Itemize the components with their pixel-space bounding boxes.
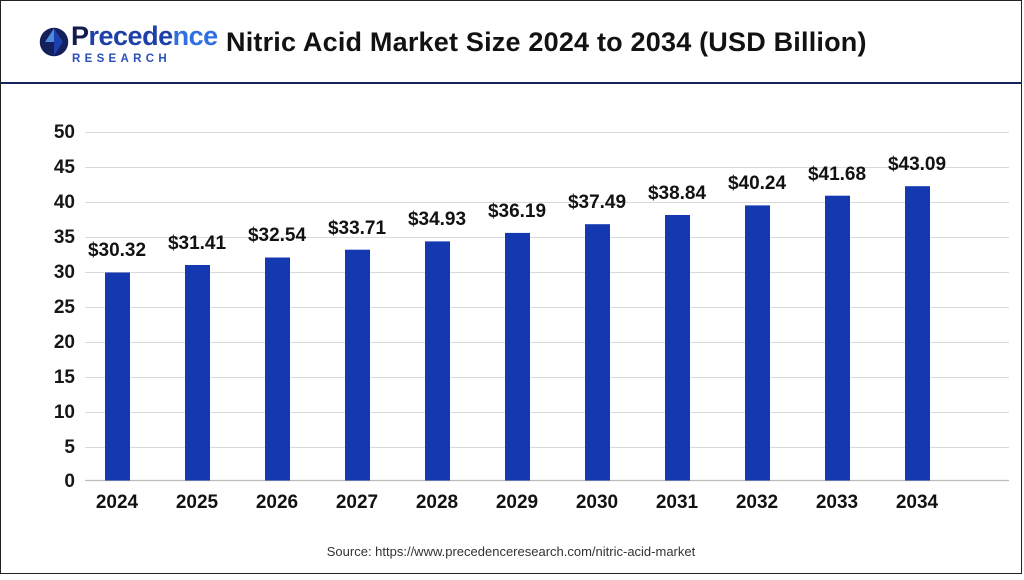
svg-text:2034: 2034 [896,492,939,513]
svg-text:$40.24: $40.24 [728,173,787,194]
svg-text:20: 20 [54,332,75,353]
svg-text:$30.32: $30.32 [88,240,146,261]
svg-text:2026: 2026 [256,492,298,513]
svg-text:2027: 2027 [336,492,378,513]
svg-text:45: 45 [54,157,76,178]
svg-text:$34.93: $34.93 [408,209,466,230]
svg-text:40: 40 [54,192,75,213]
svg-text:15: 15 [54,367,76,388]
svg-text:2029: 2029 [496,492,538,513]
svg-text:2032: 2032 [736,492,778,513]
svg-text:$38.84: $38.84 [648,183,707,204]
svg-text:2024: 2024 [96,492,139,513]
svg-text:$32.54: $32.54 [248,225,307,246]
svg-text:$37.49: $37.49 [568,192,626,213]
svg-text:0: 0 [64,471,75,492]
svg-text:2033: 2033 [816,492,858,513]
svg-text:25: 25 [54,297,76,318]
svg-text:$33.71: $33.71 [328,218,387,239]
svg-text:2028: 2028 [416,492,458,513]
svg-text:5: 5 [64,437,75,458]
svg-text:$36.19: $36.19 [488,201,546,222]
svg-text:2030: 2030 [576,492,618,513]
svg-text:2031: 2031 [656,492,699,513]
svg-text:30: 30 [54,262,75,283]
svg-text:$43.09: $43.09 [888,154,946,175]
svg-text:$41.68: $41.68 [808,164,866,185]
svg-text:10: 10 [54,402,75,423]
svg-text:35: 35 [54,227,76,248]
svg-text:$31.41: $31.41 [168,233,227,254]
svg-text:50: 50 [54,122,75,143]
svg-text:2025: 2025 [176,492,219,513]
